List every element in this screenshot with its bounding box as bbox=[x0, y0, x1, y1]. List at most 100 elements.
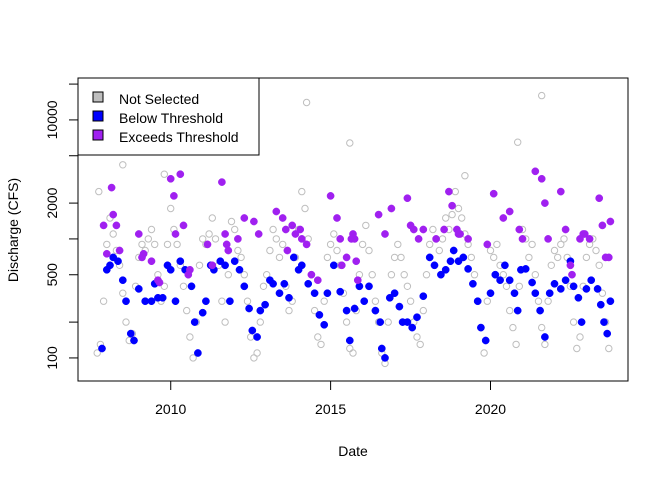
point-below-threshold bbox=[600, 318, 608, 326]
point-not-selected bbox=[371, 297, 380, 305]
point-below-threshold bbox=[561, 276, 570, 285]
point-not-selected bbox=[234, 246, 242, 255]
point-not-selected bbox=[349, 349, 357, 357]
point-not-selected bbox=[573, 344, 581, 353]
point-exceeds-threshold bbox=[170, 192, 178, 200]
point-below-threshold bbox=[510, 289, 519, 298]
point-not-selected bbox=[394, 240, 402, 249]
point-not-selected bbox=[205, 230, 213, 238]
point-exceeds-threshold bbox=[544, 235, 552, 243]
point-not-selected bbox=[486, 246, 495, 255]
point-below-threshold bbox=[541, 333, 549, 341]
point-below-threshold bbox=[464, 265, 472, 273]
point-below-threshold bbox=[329, 261, 338, 270]
point-not-selected bbox=[138, 240, 146, 249]
point-not-selected bbox=[195, 261, 204, 269]
point-exceeds-threshold bbox=[99, 221, 108, 230]
point-not-selected bbox=[470, 271, 479, 279]
point-below-threshold bbox=[248, 326, 257, 335]
point-below-threshold bbox=[190, 318, 199, 326]
point-not-selected bbox=[419, 306, 427, 315]
point-exceeds-threshold bbox=[518, 235, 527, 243]
point-below-threshold bbox=[469, 279, 477, 288]
point-not-selected bbox=[416, 340, 424, 349]
point-exceeds-threshold bbox=[556, 187, 565, 196]
x-tick-label: 2015 bbox=[315, 401, 346, 417]
y-tick-label: 100 bbox=[44, 346, 60, 370]
point-below-threshold bbox=[419, 292, 428, 301]
point-exceeds-threshold bbox=[440, 225, 448, 234]
point-not-selected bbox=[167, 204, 175, 213]
point-not-selected bbox=[160, 170, 169, 178]
point-below-threshold bbox=[596, 300, 605, 309]
point-exceeds-threshold bbox=[342, 253, 351, 262]
point-not-selected bbox=[266, 246, 274, 255]
point-below-threshold bbox=[166, 265, 175, 274]
point-below-threshold bbox=[521, 265, 530, 273]
point-exceeds-threshold bbox=[221, 230, 229, 238]
point-not-selected bbox=[346, 344, 354, 353]
point-below-threshold bbox=[545, 289, 554, 298]
legend-swatch-below-threshold bbox=[92, 110, 104, 122]
point-below-threshold bbox=[194, 349, 202, 357]
point-exceeds-threshold bbox=[179, 221, 188, 230]
point-not-selected bbox=[189, 354, 197, 362]
legend: Not Selected Below Threshold Exceeds Thr… bbox=[77, 77, 260, 156]
point-exceeds-threshold bbox=[155, 278, 164, 287]
point-not-selected bbox=[218, 297, 226, 305]
point-exceeds-threshold bbox=[218, 178, 226, 186]
point-not-selected bbox=[237, 253, 245, 262]
point-not-selected bbox=[480, 349, 488, 357]
point-not-selected bbox=[221, 318, 229, 326]
point-not-selected bbox=[346, 139, 354, 147]
point-not-selected bbox=[413, 333, 421, 341]
point-not-selected bbox=[582, 253, 591, 262]
point-below-threshold bbox=[528, 278, 536, 287]
point-not-selected bbox=[247, 333, 255, 341]
point-exceeds-threshold bbox=[240, 214, 249, 222]
x-axis-label: Date bbox=[338, 443, 368, 459]
point-exceeds-threshold bbox=[272, 207, 281, 216]
point-below-threshold bbox=[297, 261, 306, 270]
point-not-selected bbox=[554, 253, 562, 262]
point-exceeds-threshold bbox=[483, 240, 492, 249]
point-not-selected bbox=[326, 240, 335, 249]
point-not-selected bbox=[103, 240, 111, 249]
point-exceeds-threshold bbox=[595, 194, 604, 203]
point-below-threshold bbox=[240, 282, 249, 291]
point-below-threshold bbox=[275, 289, 284, 298]
point-not-selected bbox=[323, 253, 332, 262]
point-exceeds-threshold bbox=[147, 257, 156, 266]
point-not-selected bbox=[541, 340, 549, 349]
point-not-selected bbox=[119, 161, 127, 169]
point-not-selected bbox=[422, 271, 431, 279]
point-not-selected bbox=[358, 240, 367, 249]
point-not-selected bbox=[595, 261, 603, 269]
point-exceeds-threshold bbox=[208, 261, 217, 270]
point-not-selected bbox=[461, 172, 469, 180]
point-not-selected bbox=[557, 240, 565, 249]
point-not-selected bbox=[259, 282, 268, 290]
y-tick-label: 2000 bbox=[44, 187, 60, 218]
point-exceeds-threshold bbox=[109, 210, 118, 219]
plot-frame bbox=[77, 77, 629, 382]
point-below-threshold bbox=[130, 336, 138, 345]
point-not-selected bbox=[538, 91, 546, 100]
point-not-selected bbox=[397, 253, 405, 262]
point-not-selected bbox=[569, 318, 578, 326]
point-exceeds-threshold bbox=[566, 261, 575, 270]
point-not-selected bbox=[160, 282, 169, 290]
point-not-selected bbox=[442, 214, 450, 222]
point-exceeds-threshold bbox=[112, 221, 121, 230]
point-below-threshold bbox=[187, 282, 196, 291]
point-not-selected bbox=[429, 225, 437, 234]
point-not-selected bbox=[550, 246, 559, 255]
point-below-threshold bbox=[501, 261, 509, 270]
point-below-threshold bbox=[226, 297, 234, 306]
point-below-threshold bbox=[413, 313, 421, 322]
point-not-selected bbox=[438, 235, 447, 243]
point-not-selected bbox=[95, 187, 103, 196]
point-below-threshold bbox=[230, 257, 239, 266]
point-exceeds-threshold bbox=[307, 270, 316, 279]
point-below-threshold bbox=[98, 344, 106, 353]
